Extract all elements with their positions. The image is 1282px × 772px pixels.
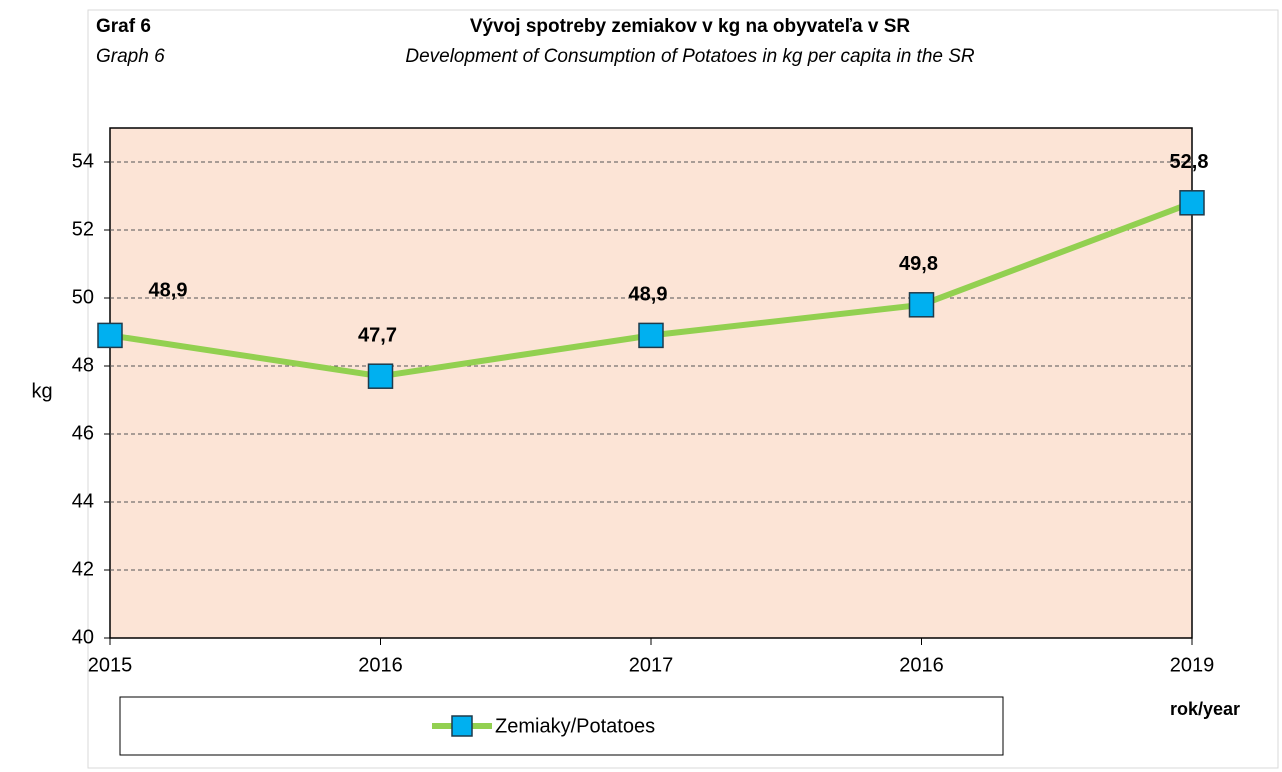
- x-axis-label: rok/year: [1170, 699, 1240, 719]
- y-tick-label: 42: [72, 558, 94, 580]
- y-tick-label: 40: [72, 626, 94, 648]
- marker: [908, 292, 935, 318]
- y-tick-label: 52: [72, 218, 94, 240]
- x-tick-label: 2019: [1170, 654, 1215, 676]
- chart-subtitle: Development of Consumption of Potatoes i…: [405, 46, 975, 67]
- x-tick-label: 2017: [629, 654, 674, 676]
- plot-area: [109, 127, 1193, 639]
- chart-frame: [87, 9, 1279, 769]
- y-tick-label: 50: [72, 286, 94, 308]
- y-tick-label: 48: [72, 354, 94, 376]
- data-label: 47,7: [358, 324, 397, 346]
- legend-label: Zemiaky/Potatoes: [495, 715, 655, 737]
- y-tick-label: 54: [72, 150, 94, 172]
- data-label: 52,8: [1170, 151, 1209, 173]
- legend-box: [119, 696, 1004, 756]
- data-label: 48,9: [149, 280, 188, 302]
- marker: [638, 322, 664, 349]
- x-tick-label: 2015: [88, 654, 133, 676]
- x-tick-label: 2016: [358, 654, 403, 676]
- marker: [1179, 190, 1205, 216]
- y-tick-label: 44: [72, 490, 94, 512]
- y-axis-label: kg: [31, 380, 52, 402]
- data-label: 49,8: [899, 253, 938, 275]
- graph-label-en: Graph 6: [96, 46, 165, 67]
- data-label: 48,9: [629, 284, 668, 306]
- graph-label: Graf 6: [96, 16, 151, 37]
- marker: [97, 322, 123, 349]
- x-tick-label: 2016: [899, 654, 944, 676]
- legend-marker: [451, 715, 473, 737]
- y-tick-label: 46: [72, 422, 94, 444]
- chart-title: Vývoj spotreby zemiakov v kg na obyvateľ…: [470, 16, 911, 37]
- marker: [367, 363, 394, 389]
